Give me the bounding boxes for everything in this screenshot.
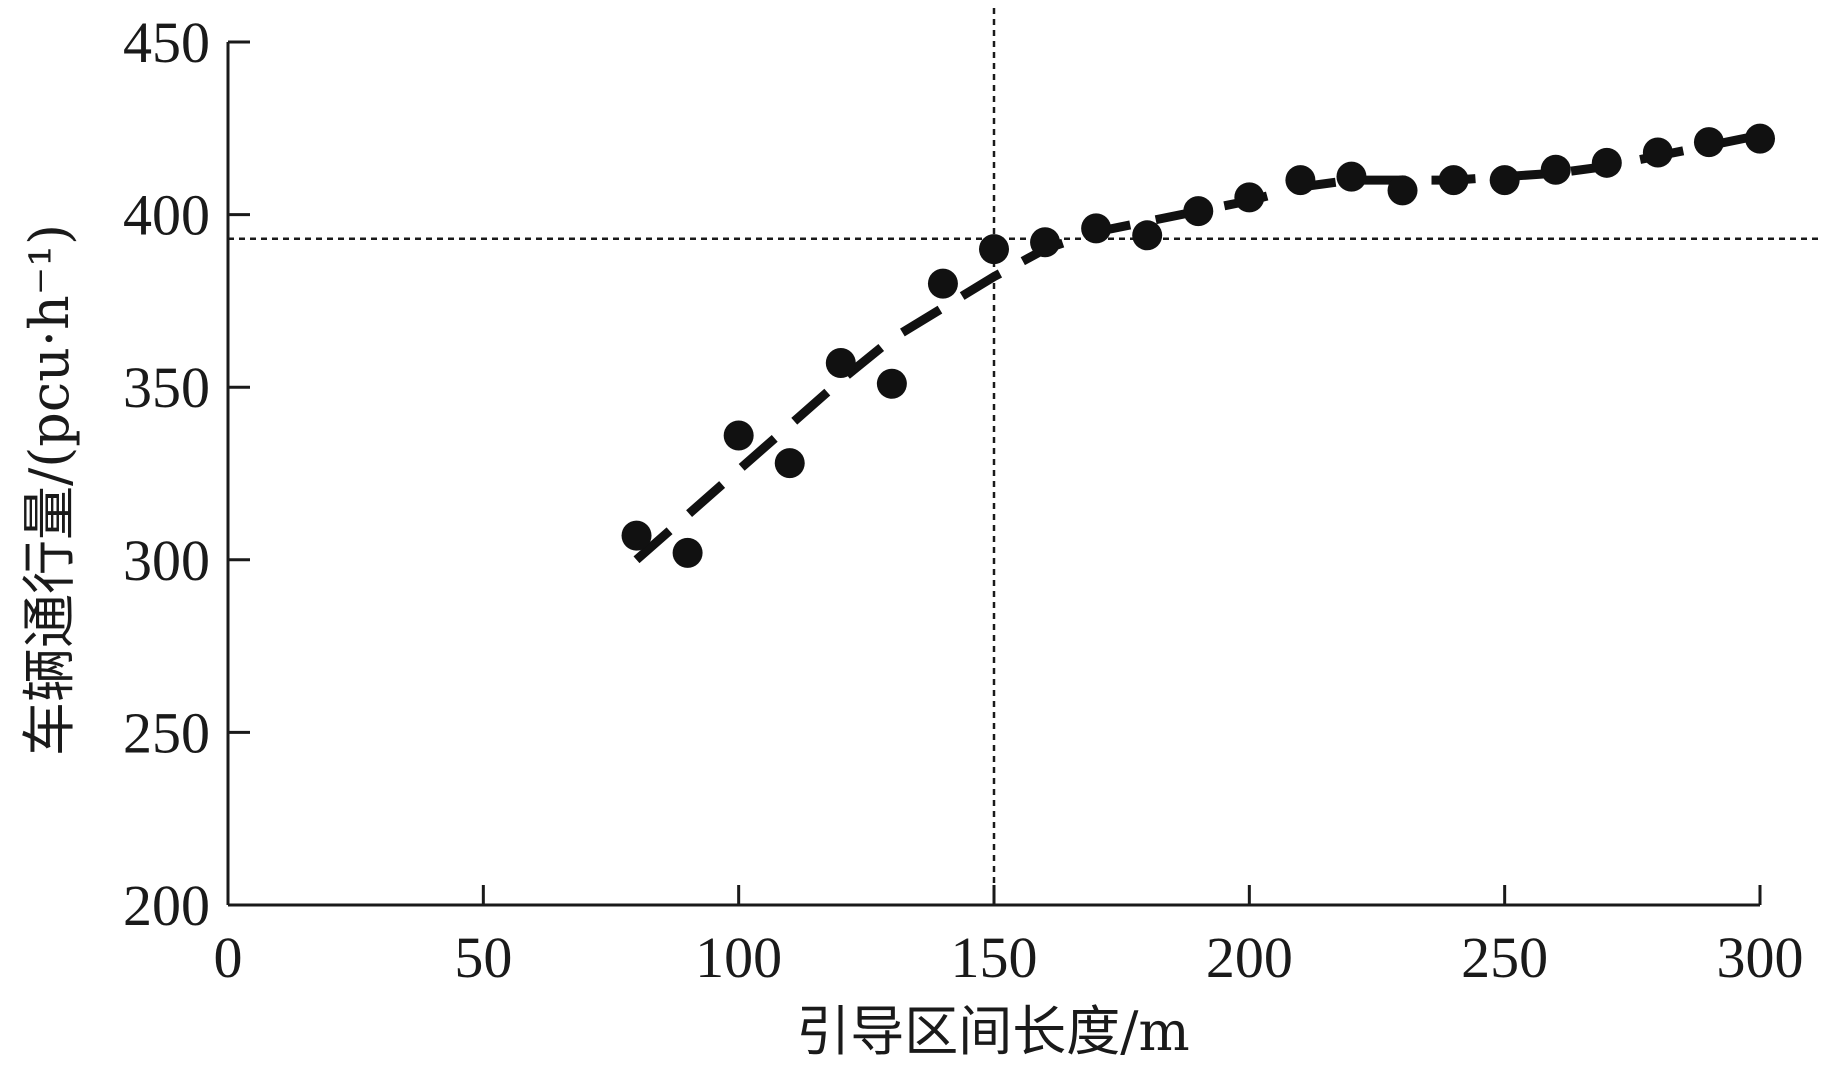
reference-lines [228,8,1822,905]
data-point [723,420,754,451]
data-point [1642,137,1673,168]
y-tick-label: 250 [123,700,210,765]
data-point [1336,161,1367,192]
data-point [1081,213,1112,244]
data-point [1285,165,1316,196]
data-point [1183,196,1214,227]
y-axis-title: 车辆通行量/(pcu·h⁻¹) [18,224,81,756]
x-tick-label: 150 [951,925,1038,990]
data-point [1030,227,1061,258]
data-point [1132,220,1163,251]
data-point [1438,165,1469,196]
axis-labels: 引导区间长度/m 车辆通行量/(pcu·h⁻¹) [18,224,1190,1063]
data-point [1540,154,1571,185]
x-tick-label: 300 [1717,925,1804,990]
x-tick-label: 200 [1206,925,1293,990]
data-point [825,348,856,379]
data-point [876,368,907,399]
x-tick-label: 0 [214,925,243,990]
x-axis-title: 引导区间长度/m [796,1000,1189,1063]
x-tick-label: 250 [1461,925,1548,990]
x-tick-label: 100 [695,925,782,990]
data-point [621,520,652,551]
y-tick-label: 300 [123,528,210,593]
y-tick-label: 400 [123,183,210,248]
data-points [621,123,1775,568]
data-point [1591,147,1622,178]
data-point [672,537,703,568]
data-point [1489,165,1520,196]
data-point [1745,123,1775,154]
x-tick-label: 50 [454,925,512,990]
data-point [979,234,1009,265]
data-point [1693,127,1724,158]
data-point [1234,182,1265,213]
data-point [1387,175,1418,206]
data-point [927,268,958,299]
y-tick-label: 450 [123,10,210,75]
y-tick-label: 350 [123,355,210,420]
y-tick-label: 200 [123,873,210,938]
axes: 0 50 100 150 200 250 300 200 250 300 350 400 450 [123,10,1804,990]
data-point [774,448,805,479]
